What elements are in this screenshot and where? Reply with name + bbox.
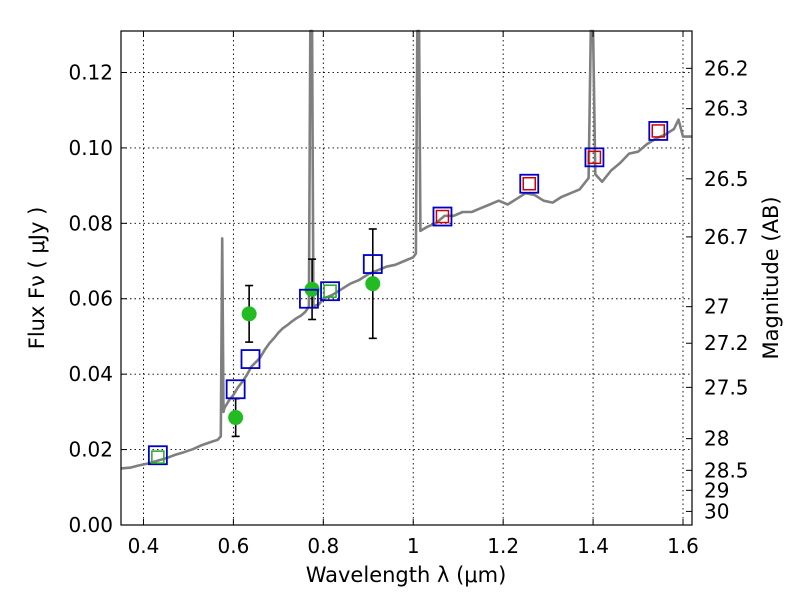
y-tick-label: 0.04 (68, 362, 113, 386)
model-square-inner (522, 176, 536, 191)
x-tick-label: 1.4 (577, 534, 609, 558)
model-square-blue (147, 445, 168, 466)
model-square-blue (519, 173, 540, 194)
magnitude-tick-label: 27 (704, 295, 729, 319)
model-square-inner (151, 450, 165, 464)
magnitude-tick-label: 28.5 (704, 458, 749, 482)
y-tick-label: 0.12 (68, 60, 113, 84)
y-tick-label: 0.08 (68, 211, 113, 235)
magnitude-tick-label: 26.5 (704, 167, 749, 191)
y-axis-label: Flux Fν ( μJy ) (25, 207, 49, 350)
y2-axis-label: Magnitude (AB) (759, 196, 783, 359)
magnitude-tick-label: 27.5 (704, 375, 749, 399)
y-tick-label: 0.10 (68, 136, 113, 160)
observed-point (365, 276, 381, 292)
spectrum-layer (120, 29, 692, 470)
x-tick-label: 0.6 (217, 534, 249, 558)
magnitude-tick-label: 26.3 (704, 97, 749, 121)
magnitude-tick-label: 30 (704, 499, 729, 523)
x-tick-label: 0.8 (307, 534, 339, 558)
x-axis-label: Wavelength λ (μm) (306, 563, 507, 587)
x-tick-label: 0.4 (128, 534, 160, 558)
tick-layer: 0.4 0.6 0.8 1 1.2 1.4 1.6 0.00 0.02 0.04 0.06 0.08 0… (68, 31, 749, 558)
spectrum-line (120, 29, 692, 470)
observed-point (241, 306, 257, 322)
x-tick-label: 1.6 (667, 534, 699, 558)
observed-point (228, 410, 244, 426)
y-tick-label: 0.02 (68, 438, 113, 462)
grid-layer (121, 31, 692, 526)
model-square-blue (362, 254, 383, 274)
magnitude-tick-label: 28 (704, 427, 729, 451)
model-square-blue (240, 349, 261, 369)
model-square-blue (299, 288, 319, 309)
y-tick-label: 0.06 (68, 287, 113, 311)
model-square-inner (651, 124, 666, 138)
magnitude-tick-label: 29 (704, 478, 729, 502)
magnitude-tick-label: 26.7 (704, 225, 749, 249)
magnitude-tick-label: 27.2 (704, 331, 749, 355)
model-square-blue (648, 121, 669, 141)
plot-frame (120, 30, 693, 526)
model-square-blue (432, 206, 453, 227)
model-square-inner (587, 150, 602, 165)
model-square-inner (323, 284, 337, 298)
y-tick-label: 0.00 (68, 513, 113, 537)
model-square-blue (225, 379, 246, 400)
model-square-blue (320, 281, 340, 302)
x-tick-label: 1.2 (487, 534, 519, 558)
model-square-blue (584, 147, 605, 168)
magnitude-tick-label: 26.2 (704, 56, 749, 80)
marker-layer (147, 121, 669, 466)
model-square-inner (435, 209, 450, 224)
x-tick-label: 1 (407, 534, 420, 558)
